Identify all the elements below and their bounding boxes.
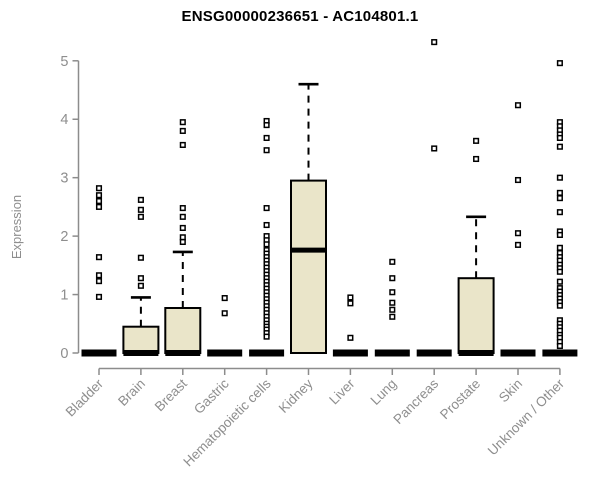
- box: [457, 277, 495, 355]
- outlier-point: [179, 224, 186, 231]
- outlier-point: [473, 155, 480, 163]
- outlier-point: [389, 275, 396, 282]
- x-tick-label: Brain: [115, 376, 148, 409]
- outlier-point: [179, 234, 186, 241]
- collapsed-box: [542, 349, 578, 357]
- outlier-point: [347, 300, 354, 307]
- outlier-point: [137, 282, 144, 289]
- x-tick-label: Skin: [496, 376, 525, 405]
- outlier-point: [137, 206, 144, 213]
- x-tick-label: Unknown / Other: [485, 376, 568, 459]
- outlier-point: [95, 293, 103, 300]
- outlier-point: [263, 333, 270, 340]
- outlier-point: [514, 102, 522, 109]
- outlier-point: [389, 289, 396, 296]
- x-tick-label: Breast: [152, 376, 190, 414]
- outlier-point: [179, 213, 186, 220]
- outlier-point: [95, 203, 103, 210]
- outlier-point: [556, 209, 563, 216]
- outlier-point: [514, 241, 522, 248]
- outlier-point: [389, 299, 396, 306]
- y-tick-label: 2: [60, 229, 68, 245]
- outlier-point: [556, 143, 563, 150]
- y-tick-label: 0: [60, 346, 68, 362]
- outlier-point: [263, 205, 270, 212]
- x-tick-label: Gastric: [191, 376, 232, 417]
- outlier-point: [556, 174, 563, 181]
- y-tick-label: 5: [60, 54, 68, 70]
- x-tick-label: Liver: [326, 376, 358, 408]
- outlier-point: [556, 189, 563, 196]
- collapsed-box: [332, 349, 368, 357]
- outlier-point: [556, 342, 563, 350]
- collapsed-box: [500, 349, 536, 357]
- outlier-point: [556, 60, 563, 67]
- outlier-point: [137, 213, 144, 220]
- x-tick-label: Pancreas: [390, 376, 441, 427]
- outlier-point: [221, 295, 228, 302]
- box: [164, 307, 202, 354]
- outlier-point: [389, 258, 396, 265]
- x-tick-label: Lung: [368, 376, 400, 408]
- y-tick-label: 3: [60, 171, 68, 187]
- y-tick-label: 4: [60, 112, 68, 128]
- collapsed-box: [81, 349, 117, 357]
- collapsed-box: [374, 349, 410, 357]
- outlier-point: [179, 119, 186, 126]
- outlier-point: [263, 147, 270, 154]
- outlier-point: [514, 230, 522, 237]
- outlier-point: [556, 268, 563, 275]
- outlier-point: [263, 221, 270, 229]
- outlier-point: [556, 244, 563, 251]
- outlier-point: [95, 192, 103, 199]
- x-tick-label: Bladder: [63, 376, 107, 420]
- outlier-point: [179, 127, 186, 134]
- outlier-point: [95, 198, 103, 205]
- outlier-point: [389, 306, 396, 313]
- outlier-point: [556, 134, 563, 141]
- outlier-point: [556, 302, 563, 309]
- outlier-point: [473, 137, 480, 144]
- outlier-point: [263, 122, 270, 129]
- x-tick-label: Kidney: [276, 376, 316, 416]
- outlier-point: [431, 39, 438, 46]
- outlier-point: [137, 254, 144, 261]
- collapsed-box: [249, 349, 285, 357]
- outlier-point: [179, 205, 186, 212]
- outlier-point: [514, 176, 522, 184]
- box: [290, 179, 327, 354]
- outlier-point: [556, 278, 563, 285]
- outlier-point: [137, 275, 144, 282]
- outlier-point: [389, 313, 396, 320]
- outlier-point: [137, 196, 144, 203]
- outlier-point: [95, 185, 103, 192]
- outlier-point: [263, 134, 270, 141]
- x-tick-label: Prostate: [437, 376, 483, 422]
- outlier-point: [347, 294, 354, 301]
- outlier-point: [431, 145, 438, 152]
- outlier-point: [221, 310, 228, 317]
- outlier-point: [347, 334, 354, 341]
- outlier-point: [95, 278, 103, 285]
- outlier-point: [95, 272, 103, 279]
- outlier-point: [95, 254, 103, 261]
- y-tick-label: 1: [60, 288, 68, 304]
- chart-title: ENSG00000236651 - AC104801.1: [181, 8, 419, 25]
- outlier-point: [179, 238, 186, 246]
- outlier-point: [556, 231, 563, 239]
- box: [122, 325, 160, 354]
- outlier-point: [263, 241, 270, 248]
- outlier-point: [179, 141, 186, 149]
- collapsed-box: [416, 349, 452, 357]
- outlier-point: [556, 195, 563, 202]
- collapsed-box: [207, 349, 243, 357]
